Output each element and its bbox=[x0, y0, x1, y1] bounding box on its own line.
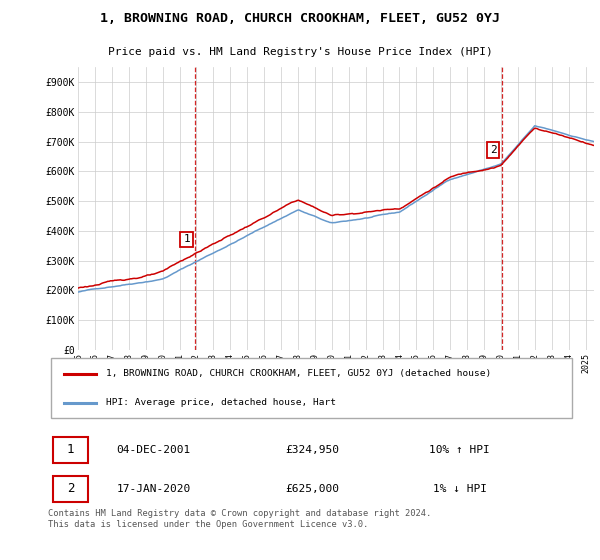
FancyBboxPatch shape bbox=[50, 358, 572, 418]
Text: 1% ↓ HPI: 1% ↓ HPI bbox=[433, 484, 487, 494]
Text: 17-JAN-2020: 17-JAN-2020 bbox=[116, 484, 191, 494]
Text: 1, BROWNING ROAD, CHURCH CROOKHAM, FLEET, GU52 0YJ: 1, BROWNING ROAD, CHURCH CROOKHAM, FLEET… bbox=[100, 12, 500, 25]
Text: 10% ↑ HPI: 10% ↑ HPI bbox=[430, 445, 490, 455]
Text: £324,950: £324,950 bbox=[285, 445, 339, 455]
Text: 1: 1 bbox=[183, 234, 190, 244]
Text: 04-DEC-2001: 04-DEC-2001 bbox=[116, 445, 191, 455]
Text: 2: 2 bbox=[490, 145, 497, 155]
FancyBboxPatch shape bbox=[53, 437, 88, 463]
Text: Contains HM Land Registry data © Crown copyright and database right 2024.
This d: Contains HM Land Registry data © Crown c… bbox=[48, 510, 431, 529]
Text: 1, BROWNING ROAD, CHURCH CROOKHAM, FLEET, GU52 0YJ (detached house): 1, BROWNING ROAD, CHURCH CROOKHAM, FLEET… bbox=[106, 369, 491, 378]
Text: Price paid vs. HM Land Registry's House Price Index (HPI): Price paid vs. HM Land Registry's House … bbox=[107, 48, 493, 58]
Text: 2: 2 bbox=[67, 482, 74, 496]
FancyBboxPatch shape bbox=[53, 476, 88, 502]
Text: HPI: Average price, detached house, Hart: HPI: Average price, detached house, Hart bbox=[106, 398, 336, 407]
Text: 1: 1 bbox=[67, 444, 74, 456]
Text: £625,000: £625,000 bbox=[285, 484, 339, 494]
